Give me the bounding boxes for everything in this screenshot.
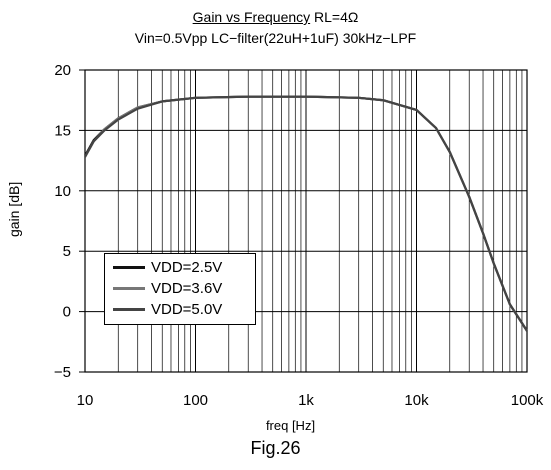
chart-title-condition: RL=4Ω — [310, 9, 359, 25]
x-tick-label: 100 — [183, 392, 208, 409]
x-tick-label: 10k — [404, 392, 429, 409]
x-tick-label: 10 — [77, 392, 94, 409]
x-tick-label: 1k — [298, 392, 314, 409]
y-axis-label: gain [dB] — [6, 181, 22, 237]
legend-swatch-vdd-5-0 — [113, 307, 145, 311]
legend-item-vdd-5-0: VDD=5.0V — [113, 299, 222, 319]
plot-frame — [84, 69, 528, 373]
legend-label-vdd-5-0: VDD=5.0V — [151, 300, 223, 318]
chart-subtitle: Vin=0.5Vpp LC−filter(22uH+1uF) 30kHz−LPF — [134, 30, 417, 46]
x-tick-label: 100k — [511, 392, 544, 409]
series-line-2 — [84, 95, 528, 332]
x-axis-label: freq [Hz] — [265, 418, 316, 433]
y-tick-label: 5 — [63, 243, 71, 260]
legend-item-vdd-2-5: VDD=2.5V — [113, 257, 222, 277]
y-tick-label: 10 — [54, 183, 71, 200]
figure-caption: Fig.26 — [250, 438, 301, 458]
y-tick-label: −5 — [54, 364, 71, 381]
chart-title-main: Gain vs Frequency — [192, 9, 311, 25]
y-tick-label: 15 — [54, 122, 71, 139]
legend-item-vdd-3-6: VDD=3.6V — [113, 278, 222, 298]
legend-swatch-vdd-2-5 — [113, 265, 145, 269]
legend-swatch-vdd-3-6 — [113, 286, 145, 290]
legend: VDD=2.5V VDD=3.6V VDD=5.0V — [104, 253, 256, 325]
legend-label-vdd-2-5: VDD=2.5V — [151, 258, 223, 276]
chart-title: Gain vs Frequency RL=4Ω — [0, 8, 551, 26]
legend-label-vdd-3-6: VDD=3.6V — [151, 279, 223, 297]
y-tick-label: 0 — [63, 304, 71, 321]
y-tick-label: 20 — [54, 62, 71, 79]
